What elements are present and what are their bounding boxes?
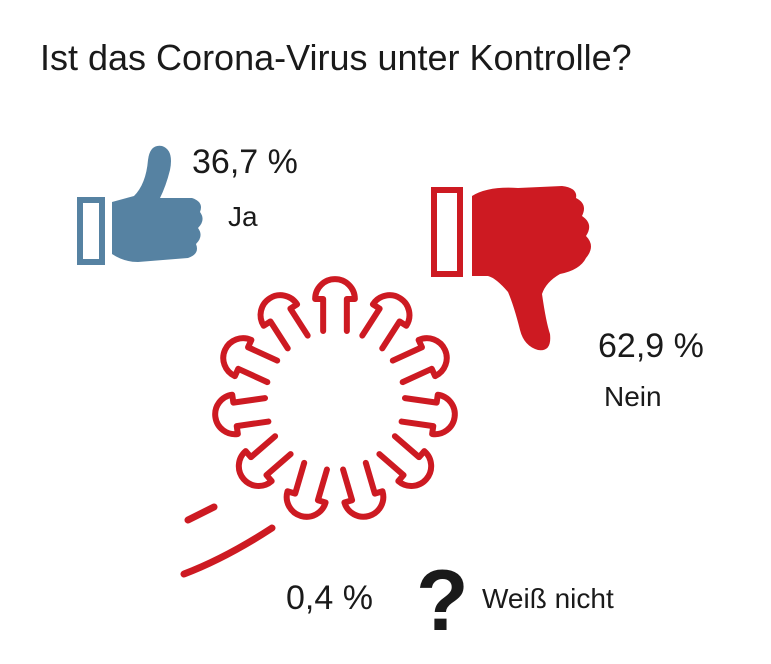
question-mark-icon: ? — [416, 553, 469, 649]
virus-spike — [398, 391, 458, 438]
virus-spike — [389, 335, 450, 386]
weiss-nicht-percentage: 0,4 % — [286, 579, 373, 617]
virus-spike — [283, 459, 330, 520]
virus-spike — [212, 391, 272, 438]
virus-spike — [257, 292, 311, 352]
virus-spike — [220, 335, 281, 386]
nein-label: Nein — [604, 381, 662, 412]
thumbs-down-icon — [431, 186, 591, 351]
virus-spike — [340, 459, 387, 520]
motion-line — [184, 503, 218, 524]
virus-spike — [312, 276, 358, 335]
virus-spike — [376, 433, 435, 489]
nein-percentage: 62,9 % — [598, 327, 704, 365]
ja-label: Ja — [228, 201, 258, 232]
virus-spike — [235, 433, 294, 489]
weiss-nicht-label: Weiß nicht — [482, 583, 614, 614]
chart-title: Ist das Corona-Virus unter Kontrolle? — [40, 37, 632, 78]
thumbs-up-icon — [77, 145, 203, 265]
ja-percentage: 36,7 % — [192, 143, 298, 181]
virus-spike — [359, 292, 413, 352]
motion-line — [180, 524, 276, 578]
